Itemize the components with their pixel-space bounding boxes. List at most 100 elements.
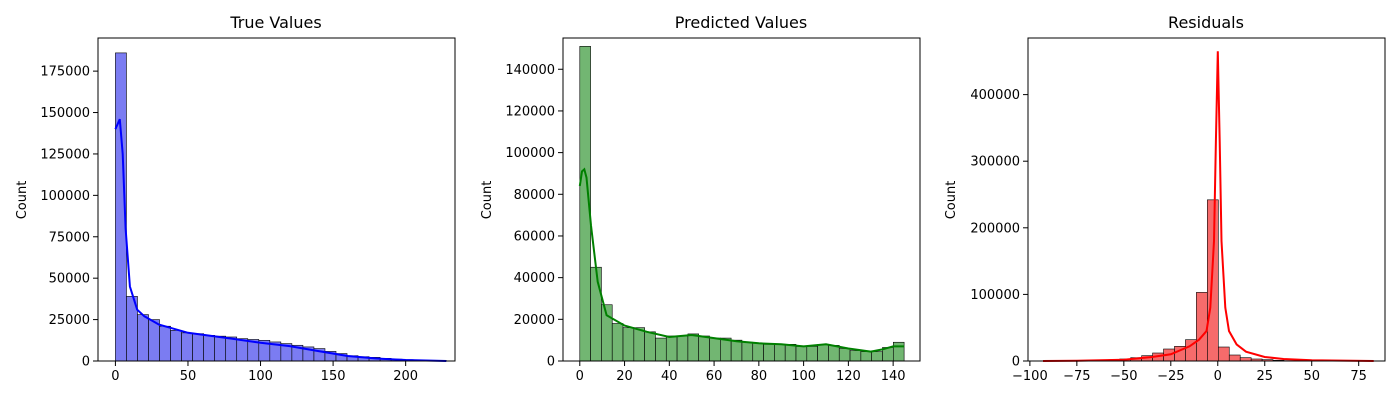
histogram-bar <box>655 337 667 362</box>
x-tick-label: 50 <box>180 369 197 384</box>
histogram-bar <box>730 339 743 362</box>
axis-ticks: 0 20 40 60 80 100 120 140 0 20000 40000 60000 80000 1… <box>505 63 905 384</box>
axes-frame <box>97 37 456 362</box>
x-tick-label: −75 <box>1063 369 1090 384</box>
x-tick-label: 60 <box>706 369 723 384</box>
x-tick-label: 120 <box>836 369 861 384</box>
x-tick-label: 80 <box>751 369 768 384</box>
histogram-bar <box>590 266 602 362</box>
kde-curve <box>1042 51 1374 362</box>
histogram-bar <box>148 319 160 362</box>
x-tick-label: 75 <box>1350 369 1367 384</box>
x-tick-label: 20 <box>616 369 633 384</box>
histogram-bar <box>687 333 700 362</box>
y-tick-label: 20000 <box>514 313 555 328</box>
histogram-bar <box>236 338 249 362</box>
x-tick-label: 150 <box>321 369 346 384</box>
histogram-bar <box>709 337 721 362</box>
kde-curve <box>114 118 447 362</box>
histogram-area <box>114 52 447 362</box>
histogram-area <box>578 46 905 362</box>
x-tick-label: 100 <box>248 369 273 384</box>
histogram-bar <box>644 331 656 362</box>
histogram-bar <box>622 327 635 362</box>
panel-true-values: True Values Count 0 50 100 150 200 0 25000 5000… <box>15 13 456 384</box>
histogram-bar <box>225 336 238 362</box>
histogram-bar <box>1207 199 1219 362</box>
histogram-bar <box>784 344 797 362</box>
histogram-bar <box>159 325 171 362</box>
y-tick-label: 0 <box>82 355 90 370</box>
y-tick-label: 50000 <box>49 272 90 287</box>
panel-title: True Values <box>229 13 321 32</box>
x-tick-label: 0 <box>111 369 119 384</box>
x-tick-label: 0 <box>576 369 584 384</box>
y-tick-label: 400000 <box>970 88 1020 103</box>
y-tick-label: 0 <box>1012 355 1020 370</box>
x-tick-label: 100 <box>791 369 816 384</box>
y-tick-label: 150000 <box>40 106 90 121</box>
axis-ticks: 0 50 100 150 200 0 25000 50000 75000 100000 125000… <box>40 65 418 384</box>
panel-residuals: Residuals Count −100 −75 −50 −25 0 25 50 75 0 100… <box>944 13 1386 384</box>
y-tick-label: 120000 <box>505 104 555 119</box>
axes-frame <box>1027 37 1386 362</box>
y-axis-label: Count <box>944 181 959 220</box>
y-tick-label: 100000 <box>40 189 90 204</box>
y-tick-label: 80000 <box>514 188 555 203</box>
kde-curve <box>578 167 905 353</box>
histogram-bar <box>137 314 149 362</box>
panel-title: Predicted Values <box>675 13 807 32</box>
x-tick-label: 25 <box>1256 369 1273 384</box>
axis-ticks: −100 −75 −50 −25 0 25 50 75 0 100000 200000 300000 4… <box>970 88 1367 384</box>
histogram-bar <box>828 345 840 362</box>
histogram-bar <box>849 350 862 362</box>
y-tick-label: 40000 <box>514 271 555 286</box>
y-tick-label: 175000 <box>40 65 90 80</box>
y-tick-label: 60000 <box>514 229 555 244</box>
x-tick-label: 40 <box>661 369 678 384</box>
x-tick-label: 140 <box>881 369 906 384</box>
y-axis-label: Count <box>15 181 30 220</box>
histogram-bar <box>192 333 204 362</box>
histogram-bar <box>806 346 818 362</box>
histogram-bar <box>838 348 851 362</box>
y-tick-label: 25000 <box>49 313 90 328</box>
x-tick-label: 0 <box>1214 369 1222 384</box>
histogram-bar <box>752 342 764 362</box>
panel-predicted-values: Predicted Values Count 0 20 40 60 80 100 120 14… <box>480 13 921 384</box>
histogram-bar <box>214 335 227 362</box>
histogram-bar <box>871 351 883 362</box>
histogram-bar <box>720 337 732 362</box>
axes-frame <box>562 37 921 362</box>
histogram-bar <box>763 344 775 362</box>
x-tick-label: −50 <box>1110 369 1137 384</box>
x-tick-label: 200 <box>393 369 418 384</box>
histogram-bar <box>698 335 710 362</box>
histogram-bar <box>774 344 786 362</box>
histogram-bar <box>1196 292 1208 362</box>
histogram-bar <box>170 330 182 362</box>
histogram-bar <box>860 351 872 362</box>
histogram-bar <box>676 335 689 362</box>
histogram-bar <box>611 323 624 362</box>
histogram-bar <box>741 341 754 362</box>
histogram-bar <box>1217 346 1230 362</box>
y-tick-label: 140000 <box>505 63 555 78</box>
histogram-bar <box>633 327 645 362</box>
histogram-bar <box>203 335 215 362</box>
x-tick-label: −25 <box>1157 369 1184 384</box>
histogram-bar <box>817 344 829 362</box>
y-tick-label: 0 <box>547 355 555 370</box>
y-tick-label: 100000 <box>505 146 555 161</box>
x-tick-label: 50 <box>1303 369 1320 384</box>
y-tick-label: 125000 <box>40 147 90 162</box>
y-tick-label: 200000 <box>970 221 1020 236</box>
histogram-area <box>1042 51 1374 362</box>
y-tick-label: 75000 <box>49 230 90 245</box>
panel-title: Residuals <box>1168 13 1244 32</box>
y-axis-label: Count <box>480 181 495 220</box>
histogram-bar <box>665 335 678 362</box>
y-tick-label: 300000 <box>970 155 1020 170</box>
x-tick-label: −100 <box>1012 369 1048 384</box>
